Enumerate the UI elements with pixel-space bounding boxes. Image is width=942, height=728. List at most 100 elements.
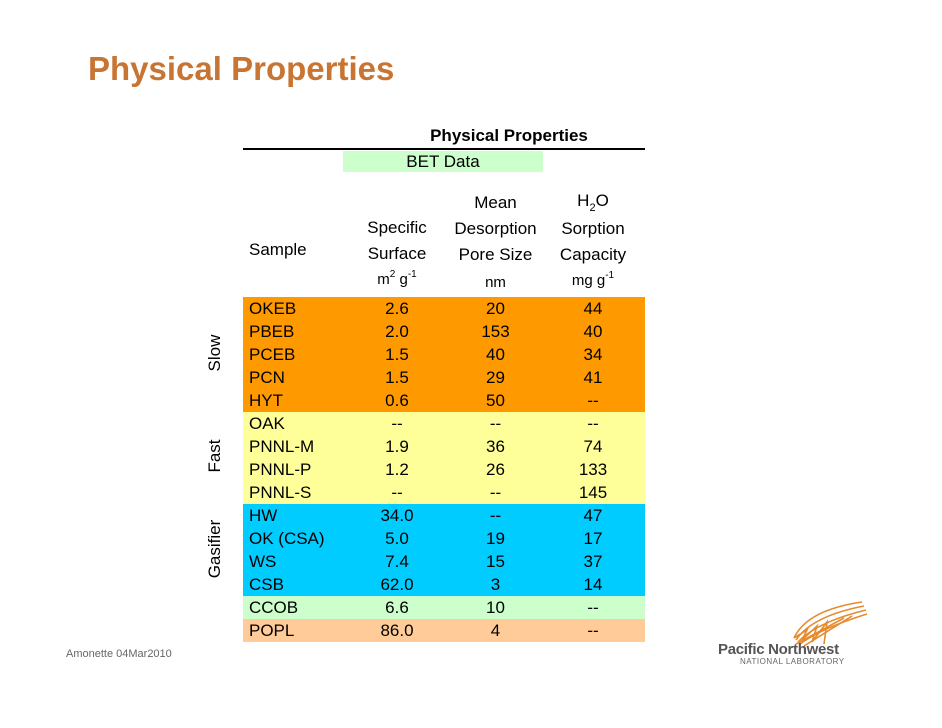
header-surface-line2: Surface — [367, 244, 427, 263]
cell-pore: 20 — [486, 299, 505, 318]
cell-h2o: 34 — [583, 345, 603, 364]
cell-h2o: 17 — [583, 529, 603, 548]
cell-sample: CCOB — [249, 598, 299, 617]
header-h2o-line1: H2O — [541, 188, 645, 216]
cell-sample: PNNL-M — [249, 437, 315, 456]
table-row: CSB 62.0 3 14 — [243, 573, 645, 596]
cell-pore: -- — [489, 483, 502, 502]
table-row: PCN 1.5 29 41 — [243, 366, 645, 389]
cell-surface: 0.6 — [385, 391, 409, 410]
table-row: HYT 0.6 50 -- — [243, 389, 645, 412]
cell-pore: -- — [489, 414, 502, 433]
cell-sample: PNNL-P — [249, 460, 312, 479]
table-row: PNNL-S -- -- 145 — [243, 481, 645, 504]
header-pore-line3: Pore Size — [458, 245, 533, 264]
cell-h2o: 14 — [583, 575, 603, 594]
surface-unit-sup2: 2 — [389, 269, 396, 280]
cell-h2o: -- — [587, 391, 599, 410]
header-surface-line1: Specific — [367, 218, 427, 237]
h2o-sub: 2 — [589, 202, 596, 214]
cell-sample: PNNL-S — [249, 483, 312, 502]
cell-pore: -- — [489, 506, 502, 525]
cell-pore: 3 — [490, 575, 501, 594]
cell-sample: OAK — [249, 414, 285, 433]
cell-sample: OK (CSA) — [249, 529, 325, 548]
header-pore-line1: Mean — [474, 193, 517, 212]
cell-surface: -- — [391, 414, 403, 433]
footer-credit: Amonette 04Mar2010 — [66, 648, 172, 660]
cell-sample: CSB — [249, 575, 284, 594]
cell-h2o: -- — [587, 621, 599, 640]
cell-surface: 5.0 — [385, 529, 409, 548]
cell-sample: OKEB — [249, 299, 297, 318]
cell-surface: 6.6 — [385, 598, 409, 617]
slide-title: Physical Properties — [88, 50, 395, 87]
cell-sample: HYT — [249, 391, 283, 410]
cell-sample: PBEB — [249, 322, 295, 341]
cell-pore: 40 — [486, 345, 505, 364]
cell-surface: 1.5 — [385, 345, 409, 364]
table-row: CCOB 6.6 10 -- — [243, 596, 645, 619]
table-row: HW 34.0 -- 47 — [243, 504, 645, 527]
table-row: OK (CSA) 5.0 19 17 — [243, 527, 645, 550]
cell-surface: 34.0 — [380, 506, 414, 525]
table-row: OAK -- -- -- — [243, 412, 645, 435]
table-row: POPL 86.0 4 -- — [243, 619, 645, 642]
cell-sample: HW — [249, 506, 278, 525]
cell-pore: 10 — [486, 598, 505, 617]
table-body: OKEB 2.6 20 44 PBEB 2.0 153 40 PCEB 1.5 40 34 PCN 1.5… — [243, 297, 645, 642]
header-h2o-line3: Capacity — [559, 245, 627, 264]
cell-h2o: -- — [587, 598, 599, 617]
table-row: PCEB 1.5 40 34 — [243, 343, 645, 366]
cell-h2o: -- — [587, 414, 599, 433]
table-row: OKEB 2.6 20 44 — [243, 297, 645, 320]
header-pore-unit: nm — [485, 274, 506, 291]
cell-pore: 15 — [486, 552, 505, 571]
cell-pore: 153 — [481, 322, 510, 341]
surface-unit-g: g — [395, 271, 408, 288]
cell-sample: POPL — [249, 621, 295, 640]
header-surface-unit: m2 g-1 — [343, 267, 451, 295]
table-row: PNNL-M 1.9 36 74 — [243, 435, 645, 458]
cell-surface: 1.9 — [385, 437, 409, 456]
header-h2o-line2: Sorption — [561, 219, 625, 238]
header-h2o-unit: mg g-1 — [541, 268, 645, 296]
cell-h2o: 41 — [583, 368, 603, 387]
cell-surface: -- — [391, 483, 403, 502]
cell-sample: PCEB — [249, 345, 296, 364]
cell-pore: 4 — [490, 621, 501, 640]
table-row: PNNL-P 1.2 26 133 — [243, 458, 645, 481]
header-pore-line2: Desorption — [454, 219, 537, 238]
cell-sample: WS — [249, 552, 277, 571]
cell-h2o: 145 — [578, 483, 608, 502]
table-row: WS 7.4 15 37 — [243, 550, 645, 573]
cell-pore: 26 — [486, 460, 505, 479]
table-row: PBEB 2.0 153 40 — [243, 320, 645, 343]
logo-subtitle: NATIONAL LABORATORY — [740, 657, 845, 666]
header-surface: Specific Surface m2 g-1 — [343, 215, 451, 295]
h2o-unit-mg: mg g — [571, 272, 606, 289]
table-title: Physical Properties — [430, 126, 588, 145]
header-h2o: H2O Sorption Capacity mg g-1 — [541, 188, 645, 296]
cell-sample: PCN — [249, 368, 285, 387]
cell-h2o: 133 — [578, 460, 608, 479]
cell-pore: 50 — [486, 391, 505, 410]
cell-pore: 36 — [486, 437, 505, 456]
cell-surface: 86.0 — [380, 621, 414, 640]
group-label-fast: Fast — [205, 439, 224, 473]
cell-pore: 19 — [486, 529, 505, 548]
cell-pore: 29 — [486, 368, 505, 387]
cell-surface: 1.2 — [385, 460, 409, 479]
cell-surface: 62.0 — [380, 575, 414, 594]
bet-data-label: BET Data — [343, 151, 543, 172]
cell-surface: 2.0 — [385, 322, 409, 341]
title-rule — [243, 148, 645, 150]
cell-h2o: 44 — [583, 299, 603, 318]
logo-name: Pacific Northwest — [718, 641, 839, 658]
cell-surface: 2.6 — [385, 299, 409, 318]
h2o-unit-sup: -1 — [605, 270, 615, 281]
header-pore: Mean Desorption Pore Size nm — [443, 190, 548, 296]
group-label-gasifier: Gasifier — [205, 519, 224, 579]
cell-h2o: 74 — [583, 437, 603, 456]
h2o-o: O — [595, 191, 609, 210]
